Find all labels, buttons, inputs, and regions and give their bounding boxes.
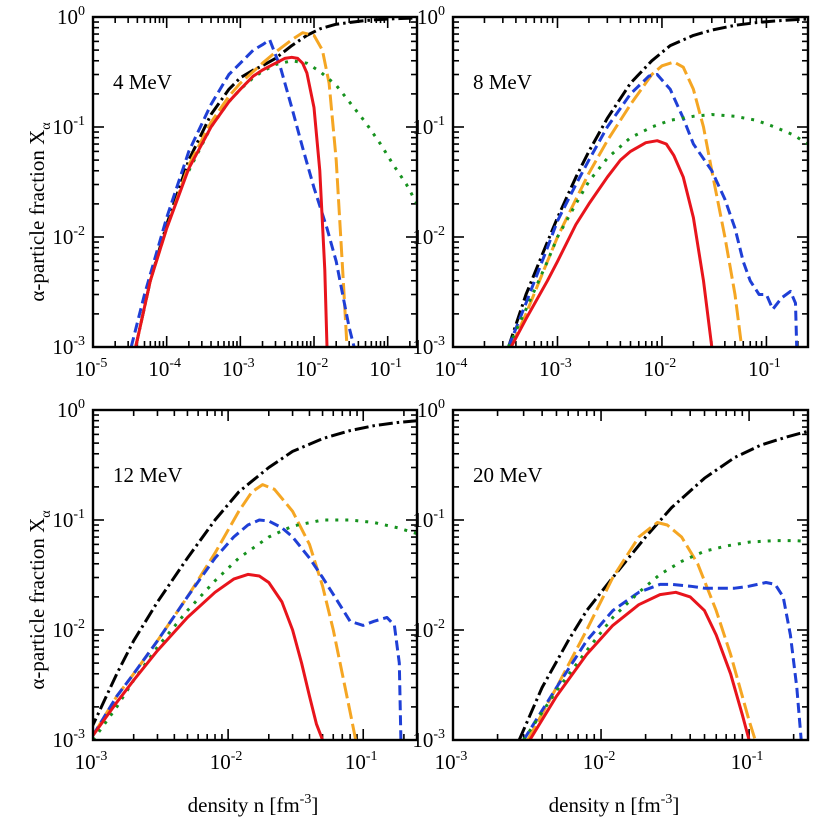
- series-orange: [526, 521, 757, 740]
- series-green: [522, 539, 808, 740]
- x-tick-label: 10-1: [345, 749, 378, 774]
- y-tick-label: 100: [417, 397, 445, 422]
- y-tick-label: 10-2: [412, 224, 445, 249]
- panel-0: 10-5 10-4 10-3 10-2 10-1 10-3 10-2 10-1 100 4 MeV: [52, 4, 419, 381]
- series-red: [93, 572, 324, 740]
- ylabel-bottom: α-particle fraction Xα: [25, 510, 54, 690]
- x-tick-label: 10-1: [369, 356, 402, 381]
- series-orange: [93, 483, 358, 740]
- x-tick-label: 10-3: [539, 356, 572, 381]
- y-tick-label: 10-3: [412, 727, 445, 752]
- series-dashdot: [517, 429, 808, 740]
- ylabel-top: α-particle fraction Xα: [25, 122, 54, 302]
- x-tick-label: 10-2: [644, 356, 677, 381]
- series-green: [507, 113, 808, 347]
- panel-label: 12 MeV: [113, 463, 182, 487]
- series-dashdot: [93, 419, 417, 729]
- y-tick-label: 10-2: [412, 617, 445, 642]
- x-tick-label: 10-4: [435, 356, 468, 381]
- y-tick-label: 100: [417, 4, 445, 29]
- series-orange: [134, 31, 349, 347]
- series-green: [187, 59, 417, 205]
- y-tick-label: 10-1: [412, 114, 445, 139]
- xlabel-right: density n [fm-3]: [549, 792, 680, 817]
- x-tick-label: 10-2: [296, 356, 329, 381]
- plot-frame: [91, 15, 419, 349]
- panel-label: 8 MeV: [473, 70, 532, 94]
- x-tick-label: 10-1: [748, 356, 781, 381]
- plot-frame: [451, 15, 810, 349]
- series-dashdot: [134, 17, 417, 347]
- series-red: [134, 55, 329, 347]
- y-tick-label: 10-3: [412, 334, 445, 359]
- series-orange: [509, 60, 744, 347]
- y-tick-label: 10-2: [52, 224, 85, 249]
- xlabel-left: density n [fm-3]: [188, 792, 319, 817]
- x-tick-label: 10-2: [583, 749, 616, 774]
- panel-2: 10-3 10-2 10-1 10-3 10-2 10-1 100 12 MeV: [52, 397, 419, 774]
- panel-3: 10-3 10-2 10-1 10-3 10-2 10-1 100 20 MeV: [412, 397, 810, 774]
- x-tick-label: 10-5: [75, 356, 108, 381]
- series-green: [93, 518, 417, 740]
- series-red: [528, 590, 751, 740]
- plot-frame: [91, 408, 419, 742]
- series-blue: [507, 73, 799, 347]
- plot-frame: [451, 408, 810, 742]
- x-tick-label: 10-3: [75, 749, 108, 774]
- series-blue: [129, 38, 356, 347]
- x-tick-label: 10-4: [148, 356, 181, 381]
- x-tick-label: 10-3: [222, 356, 255, 381]
- y-tick-label: 10-1: [52, 114, 85, 139]
- series-blue: [522, 581, 803, 740]
- y-tick-label: 10-3: [52, 727, 85, 752]
- y-tick-label: 10-1: [412, 507, 445, 532]
- series-blue: [93, 518, 403, 740]
- x-tick-label: 10-3: [435, 749, 468, 774]
- y-tick-label: 10-2: [52, 617, 85, 642]
- series-red: [509, 139, 714, 347]
- y-tick-label: 100: [57, 4, 85, 29]
- y-tick-label: 10-3: [52, 334, 85, 359]
- x-tick-label: 10-2: [210, 749, 243, 774]
- panel-label: 20 MeV: [473, 463, 542, 487]
- y-tick-label: 100: [57, 397, 85, 422]
- panel-label: 4 MeV: [113, 70, 172, 94]
- y-tick-label: 10-1: [52, 507, 85, 532]
- x-tick-label: 10-1: [731, 749, 764, 774]
